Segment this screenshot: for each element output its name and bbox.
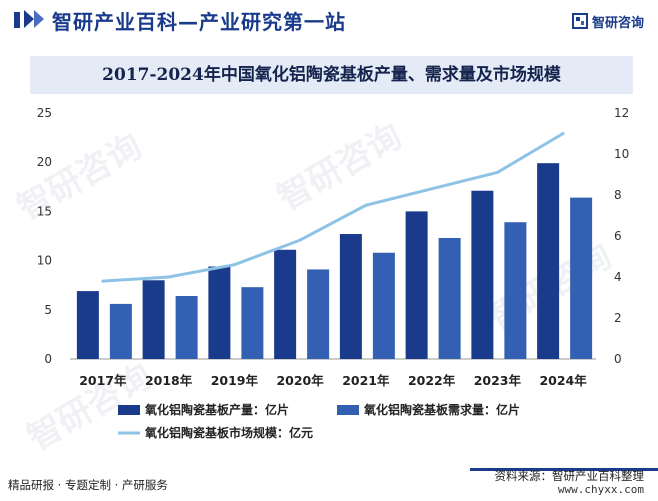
line-point xyxy=(298,238,302,242)
x-tick-label: 2018年 xyxy=(145,373,193,388)
y-left-tick-label: 0 xyxy=(44,352,52,366)
line-point xyxy=(167,275,171,279)
x-tick-label: 2022年 xyxy=(408,373,456,388)
y-right-tick-label: 2 xyxy=(614,311,622,325)
line-point xyxy=(364,203,368,207)
bar-production xyxy=(405,211,428,359)
chart: 0 5 10 15 20 25 0 2 4 6 8 10 12 2017年 2018年 2019年 2020年 2… xyxy=(37,106,630,440)
y-right-tick-label: 12 xyxy=(614,106,629,120)
y-right-tick-label: 10 xyxy=(614,147,629,161)
bar-demand xyxy=(372,252,395,359)
line-point xyxy=(430,187,434,191)
bar-demand xyxy=(175,296,198,359)
line-point xyxy=(495,170,499,174)
legend-label: 氧化铝陶瓷基板需求量：亿片 xyxy=(363,402,520,417)
chart-title-box: 2017-2024年中国氧化铝陶瓷基板产量、需求量及市场规模 xyxy=(30,56,633,94)
x-tick-label: 2019年 xyxy=(211,373,259,388)
header-arrow-icon xyxy=(24,10,34,28)
bar-production xyxy=(537,163,560,359)
line-point xyxy=(561,132,565,135)
x-tick-label: 2023年 xyxy=(474,373,522,388)
footer-source: 资料来源：智研产业百科整理 xyxy=(494,469,645,483)
bar-demand xyxy=(504,222,527,359)
y-left-tick-label: 10 xyxy=(37,254,52,268)
bar-production xyxy=(76,291,99,359)
footer: 精品研报 · 专题定制 · 产研服务 资料来源：智研产业百科整理 www.chy… xyxy=(0,468,658,501)
header: 智研产业百科—产业研究第一站 智研咨询 xyxy=(0,0,658,40)
legend-swatch xyxy=(118,405,140,415)
line-point xyxy=(101,279,105,283)
y-left-tick-label: 5 xyxy=(44,303,52,317)
bar-demand xyxy=(307,269,330,359)
bar-production xyxy=(339,234,362,359)
y-right-tick-label: 4 xyxy=(614,270,622,284)
legend-label: 氧化铝陶瓷基板产量：亿片 xyxy=(144,402,289,417)
bar-demand xyxy=(570,197,593,359)
bar-demand xyxy=(109,303,132,359)
y-left-tick-label: 20 xyxy=(37,155,52,169)
brand-logo-icon xyxy=(571,13,588,29)
x-tick-label: 2017年 xyxy=(79,373,127,388)
footer-services: 精品研报 · 专题定制 · 产研服务 xyxy=(8,478,168,492)
bar-demand xyxy=(241,287,264,359)
legend-swatch xyxy=(337,405,359,415)
header-title: 智研产业百科—产业研究第一站 xyxy=(52,10,346,34)
y-right-tick-label: 8 xyxy=(614,188,622,202)
bar-demand xyxy=(438,237,461,359)
y-right-tick-label: 6 xyxy=(614,229,622,243)
brand-logo[interactable]: 智研咨询 xyxy=(571,12,644,31)
x-tick-label: 2024年 xyxy=(539,373,587,388)
y-left-tick-label: 15 xyxy=(37,204,52,218)
footer-url[interactable]: www.chyxx.com xyxy=(557,483,644,496)
bar-production xyxy=(142,280,165,359)
line-market-size xyxy=(102,132,564,283)
bar-production xyxy=(274,249,297,359)
line-point xyxy=(232,263,236,267)
legend-label: 氧化铝陶瓷基板市场规模：亿元 xyxy=(144,425,313,440)
x-tick-label: 2020年 xyxy=(276,373,324,388)
bar-production xyxy=(471,190,494,359)
header-arrow-icon xyxy=(34,10,44,28)
chart-title: 2017-2024年中国氧化铝陶瓷基板产量、需求量及市场规模 xyxy=(102,65,561,85)
brand-name: 智研咨询 xyxy=(591,15,644,31)
y-right-tick-label: 0 xyxy=(614,352,622,366)
x-tick-label: 2021年 xyxy=(342,373,390,388)
footer-divider xyxy=(470,468,658,471)
header-accent-bar xyxy=(14,12,20,28)
bar-production xyxy=(208,266,231,359)
y-left-tick-label: 25 xyxy=(37,106,52,120)
